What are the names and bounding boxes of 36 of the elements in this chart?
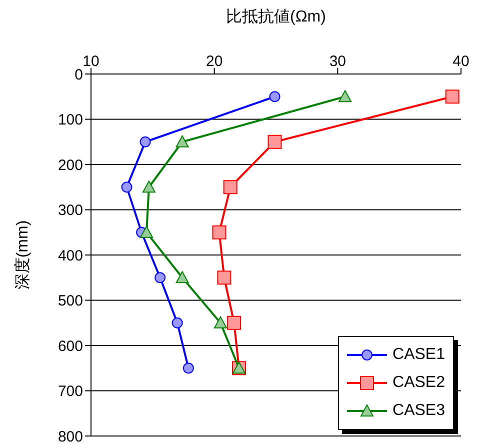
point [154, 272, 166, 284]
y-tick-label: 300 [58, 202, 83, 220]
point [176, 135, 189, 148]
point [445, 90, 460, 104]
y-tick-label: 600 [58, 338, 83, 355]
x-axis-title: 比抵抗値(Ωm) [226, 7, 326, 26]
y-tick-label: 0 [74, 66, 83, 84]
point [212, 225, 226, 240]
legend-label: CASE1 [392, 346, 445, 364]
x-tick-label: 30 [329, 53, 346, 70]
point [182, 362, 194, 374]
point [121, 182, 132, 193]
point [268, 134, 282, 149]
point [142, 180, 156, 193]
x-tick-label: 40 [452, 53, 470, 70]
y-tick-label: 200 [58, 156, 83, 174]
y-tick-label: 400 [58, 247, 83, 264]
point [338, 90, 352, 102]
point [217, 270, 232, 285]
y-tick-label: 800 [58, 428, 83, 444]
y-axis-title: 深度(mm) [14, 220, 32, 290]
y-tick-label: 500 [58, 292, 83, 310]
y-tick-label: 100 [58, 112, 83, 129]
point [227, 316, 242, 330]
point [223, 180, 238, 194]
point [269, 91, 280, 102]
x-tick-label: 10 [82, 53, 100, 70]
point [172, 317, 183, 328]
legend-label: CASE3 [392, 402, 445, 420]
legend-label: CASE2 [392, 374, 445, 392]
point [214, 316, 227, 328]
y-tick-label: 700 [58, 383, 83, 400]
x-tick-label: 20 [206, 53, 223, 70]
point [140, 226, 153, 238]
point [140, 136, 151, 148]
point [176, 271, 189, 284]
